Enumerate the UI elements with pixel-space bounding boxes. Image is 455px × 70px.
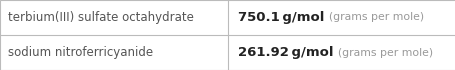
Text: terbium(III) sulfate octahydrate: terbium(III) sulfate octahydrate [8, 11, 193, 24]
Text: 750.1 g/mol: 750.1 g/mol [238, 11, 324, 24]
Text: (grams per mole): (grams per mole) [329, 13, 424, 22]
Text: (grams per mole): (grams per mole) [338, 48, 433, 57]
Text: sodium nitroferricyanide: sodium nitroferricyanide [8, 46, 153, 59]
Text: 261.92 g/mol: 261.92 g/mol [238, 46, 333, 59]
